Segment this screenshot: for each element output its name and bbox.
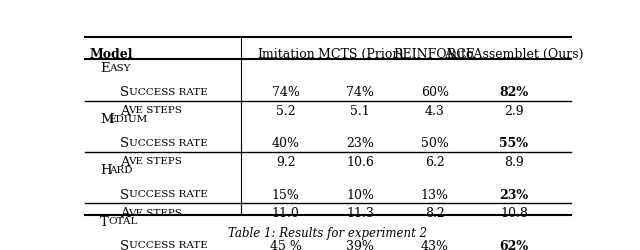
Text: M: M <box>100 113 113 126</box>
Text: ARD: ARD <box>109 165 132 174</box>
Text: 8.9: 8.9 <box>504 155 524 168</box>
Text: Model: Model <box>90 47 133 60</box>
Text: 23%: 23% <box>499 188 529 201</box>
Text: 2.9: 2.9 <box>504 104 524 117</box>
Text: S: S <box>120 86 129 99</box>
Text: 74%: 74% <box>346 86 374 99</box>
Text: VE STEPS: VE STEPS <box>129 106 182 114</box>
Text: 10%: 10% <box>346 188 374 201</box>
Text: 10.6: 10.6 <box>346 155 374 168</box>
Text: 62%: 62% <box>499 239 529 250</box>
Text: ASY: ASY <box>109 63 131 72</box>
Text: 82%: 82% <box>499 86 529 99</box>
Text: 39%: 39% <box>346 239 374 250</box>
Text: 13%: 13% <box>420 188 449 201</box>
Text: H: H <box>100 164 111 177</box>
Text: 45 %: 45 % <box>270 239 302 250</box>
Text: 6.2: 6.2 <box>425 155 445 168</box>
Text: VE STEPS: VE STEPS <box>129 157 182 166</box>
Text: UCCESS RATE: UCCESS RATE <box>129 240 207 249</box>
Text: S: S <box>120 239 129 250</box>
Text: VE STEPS: VE STEPS <box>129 208 182 217</box>
Text: 50%: 50% <box>420 137 449 150</box>
Text: 60%: 60% <box>420 86 449 99</box>
Text: E: E <box>100 62 109 75</box>
Text: OTAL: OTAL <box>109 216 138 225</box>
Text: 43%: 43% <box>420 239 449 250</box>
Text: 8.2: 8.2 <box>425 206 445 219</box>
Text: 9.2: 9.2 <box>276 155 296 168</box>
Text: 10.8: 10.8 <box>500 206 528 219</box>
Text: MCTS (Prior): MCTS (Prior) <box>317 47 403 60</box>
Text: 74%: 74% <box>272 86 300 99</box>
Text: T: T <box>100 215 109 228</box>
Text: 11.3: 11.3 <box>346 206 374 219</box>
Text: UCCESS RATE: UCCESS RATE <box>129 87 207 96</box>
Text: 15%: 15% <box>272 188 300 201</box>
Text: S: S <box>120 188 129 201</box>
Text: A: A <box>120 206 129 219</box>
Text: 4.3: 4.3 <box>425 104 445 117</box>
Text: EDIUM: EDIUM <box>109 114 148 123</box>
Text: 40%: 40% <box>272 137 300 150</box>
Text: A: A <box>120 155 129 168</box>
Text: 5.1: 5.1 <box>350 104 370 117</box>
Text: 23%: 23% <box>346 137 374 150</box>
Text: 55%: 55% <box>499 137 529 150</box>
Text: REINFORCE: REINFORCE <box>394 47 476 60</box>
Text: UCCESS RATE: UCCESS RATE <box>129 138 207 147</box>
Text: S: S <box>120 137 129 150</box>
Text: 5.2: 5.2 <box>276 104 296 117</box>
Text: Table 1: Results for experiment 2: Table 1: Results for experiment 2 <box>228 226 428 239</box>
Text: A: A <box>120 104 129 117</box>
Text: UCCESS RATE: UCCESS RATE <box>129 190 207 198</box>
Text: AutoAssemblet (Ours): AutoAssemblet (Ours) <box>444 47 584 60</box>
Text: Imitation: Imitation <box>257 47 315 60</box>
Text: 11.0: 11.0 <box>272 206 300 219</box>
